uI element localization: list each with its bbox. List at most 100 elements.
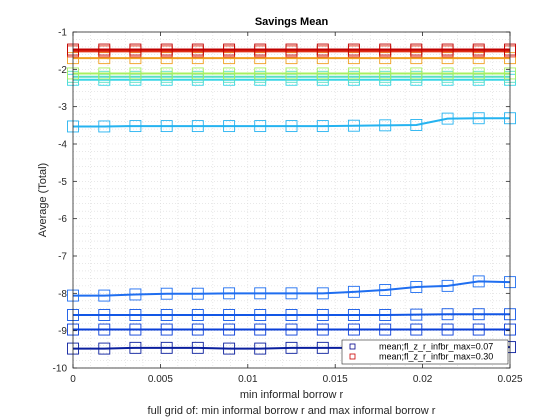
- x-tick-label: 0.01: [238, 374, 258, 385]
- x-axis-label: min informal borrow r: [240, 389, 344, 401]
- data-point: [98, 67, 111, 80]
- data-point: [410, 308, 423, 321]
- data-point: [191, 309, 204, 321]
- legend-entries: mean;fl_z_r_infbr_max=0.07mean;fl_z_r_in…: [349, 342, 493, 362]
- data-point: [379, 43, 392, 56]
- x-tick-label: 0.02: [413, 374, 433, 385]
- data-point: [129, 52, 142, 65]
- data-point: [254, 287, 267, 300]
- data-point: [347, 52, 360, 65]
- series-2: [67, 308, 516, 321]
- data-point: [129, 323, 142, 336]
- data-point: [379, 119, 392, 132]
- axis-layer: 0 0.005 0.01 0.015 0.02 0.025 -10 -9 -8 -7 -6 -5 -4 -…: [53, 28, 523, 386]
- data-point: [191, 52, 204, 65]
- data-point: [316, 323, 329, 336]
- data-point: [160, 309, 173, 321]
- data-point: [160, 341, 173, 354]
- x-tick-label: 0: [70, 374, 76, 385]
- data-point: [98, 120, 111, 133]
- data-point: [347, 285, 360, 298]
- y-tick-label: -2: [58, 65, 67, 76]
- data-point: [129, 120, 142, 133]
- data-point: [285, 341, 298, 354]
- data-point: [98, 52, 111, 65]
- data-point: [441, 52, 454, 65]
- x-tick-label: 0.025: [497, 374, 522, 385]
- data-point: [472, 112, 485, 125]
- data-point: [223, 43, 236, 56]
- data-point: [472, 323, 485, 336]
- data-point: [129, 288, 142, 301]
- data-point: [129, 43, 142, 56]
- data-point: [223, 323, 236, 336]
- data-point: [160, 52, 173, 65]
- x-tick-label: 0.015: [323, 374, 348, 385]
- data-point: [285, 52, 298, 65]
- y-tick-label: -9: [58, 326, 67, 337]
- data-point: [129, 67, 142, 80]
- data-point: [254, 52, 267, 65]
- y-tick-label: -7: [58, 252, 67, 263]
- data-point: [160, 287, 173, 300]
- data-point: [223, 52, 236, 65]
- data-point: [316, 67, 329, 80]
- y-axis-label: Average (Total): [37, 163, 49, 237]
- series-layer: [67, 43, 516, 355]
- plot-frame: [72, 31, 511, 369]
- data-point: [441, 279, 454, 292]
- data-point: [410, 119, 423, 131]
- data-point: [191, 120, 204, 133]
- legend-marker: [349, 353, 356, 360]
- series-1: [67, 323, 516, 336]
- data-point: [160, 120, 173, 133]
- series-10: [67, 43, 516, 56]
- series-line: [73, 117, 510, 128]
- y-tick-label: -4: [58, 140, 67, 151]
- data-point: [129, 341, 142, 354]
- data-point: [316, 287, 329, 300]
- data-point: [410, 67, 423, 80]
- data-point: [160, 43, 173, 56]
- legend-box: [341, 339, 509, 365]
- data-point: [441, 308, 454, 321]
- data-point: [254, 43, 267, 56]
- data-point: [254, 120, 267, 133]
- data-point: [254, 323, 267, 336]
- data-point: [410, 281, 423, 293]
- data-point: [347, 309, 360, 321]
- data-point: [316, 52, 329, 65]
- data-point: [316, 341, 329, 354]
- data-point: [223, 120, 236, 133]
- y-tick-label: -3: [58, 102, 67, 113]
- data-point: [379, 323, 392, 336]
- data-point: [191, 67, 204, 80]
- data-point: [441, 67, 454, 80]
- data-point: [441, 43, 454, 56]
- data-point: [254, 309, 267, 321]
- data-point: [285, 120, 298, 133]
- data-point: [347, 119, 360, 132]
- y-tick-label: -8: [58, 289, 67, 300]
- data-point: [223, 67, 236, 80]
- data-point: [441, 323, 454, 336]
- data-point: [98, 309, 111, 321]
- data-point: [379, 309, 392, 321]
- data-point: [285, 67, 298, 80]
- legend: mean;fl_z_r_infbr_max=0.07mean;fl_z_r_in…: [341, 339, 509, 365]
- data-point: [316, 120, 329, 133]
- data-point: [316, 43, 329, 56]
- data-point: [472, 52, 485, 65]
- data-point: [316, 309, 329, 321]
- data-point: [160, 67, 173, 80]
- plot-area: [73, 32, 510, 368]
- legend-label: mean;fl_z_r_infbr_max=0.30: [379, 352, 493, 362]
- legend-label: mean;fl_z_r_infbr_max=0.07: [379, 342, 493, 352]
- y-tick-label: -5: [58, 177, 67, 188]
- data-point: [223, 309, 236, 321]
- series-line: [73, 313, 510, 316]
- data-point: [472, 275, 485, 288]
- data-point: [410, 323, 423, 336]
- data-point: [191, 341, 204, 354]
